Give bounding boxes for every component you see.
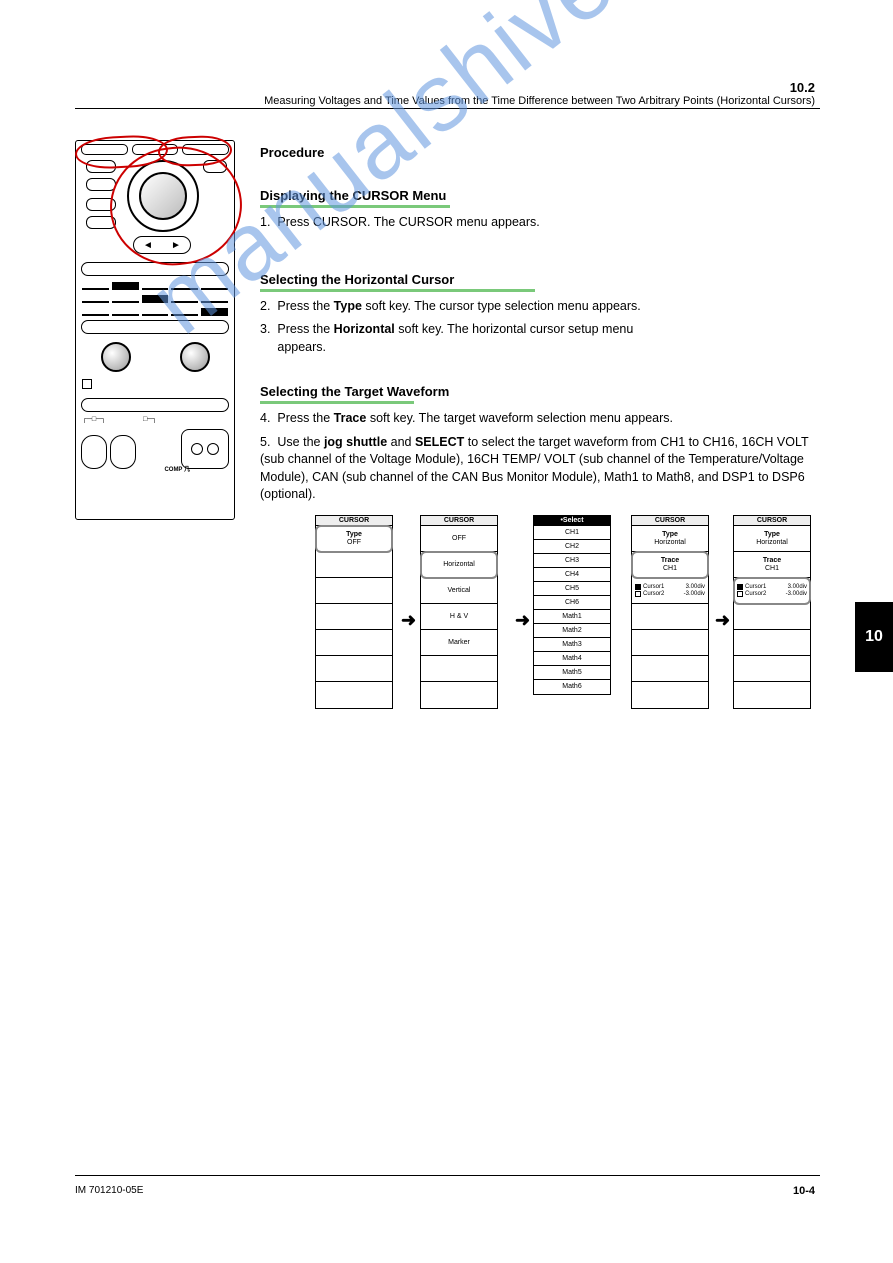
top-rule (75, 108, 820, 109)
menu-col-3: •Select CH1 CH2 CH3 CH4 CH5 CH6 Math1 Ma… (533, 515, 611, 695)
green-rule (260, 289, 535, 292)
arrow-right-icon: ➜ (401, 610, 416, 631)
step2-heading: Selecting the Horizontal Cursor (260, 272, 816, 287)
menu-col-5: CURSOR TypeHorizontal TraceCH1 Cursor13.… (733, 515, 811, 709)
green-rule (260, 205, 450, 208)
green-rule (260, 401, 414, 404)
menu-flow-figure: CURSOR TypeOFF ➜ CURSOR OFF Horizontal V… (315, 515, 810, 725)
chapter-side-tab: 10 (855, 602, 893, 672)
menu-col-4: CURSOR TypeHorizontal TraceCH1 Cursor13.… (631, 515, 709, 709)
page-number: 10-4 (793, 1185, 815, 1197)
page-root: 10.2 Measuring Voltages and Time Values … (0, 0, 893, 1263)
section-number: 10.2 (790, 80, 815, 95)
section-title: Measuring Voltages and Time Values from … (264, 95, 815, 107)
menu-col-2: CURSOR OFF Horizontal Vertical H & V Mar… (420, 515, 498, 709)
content-column: Procedure Displaying the CURSOR Menu 1. … (260, 145, 816, 532)
device-panel-illustration: ◄► ┌─□─┐ □─┐ COMP 几 (75, 140, 235, 520)
step2-text: 2. Press the Type soft key. The cursor t… (260, 298, 816, 357)
step1-text: 1. Press CURSOR. The CURSOR menu appears… (260, 214, 816, 232)
procedure-label: Procedure (260, 145, 816, 160)
menu-col-1: CURSOR TypeOFF (315, 515, 393, 709)
arrow-right-icon: ➜ (715, 610, 730, 631)
step3-text: 4. Press the Trace soft key. The target … (260, 410, 816, 504)
manual-number: IM 701210-05E (75, 1185, 143, 1196)
step1-heading: Displaying the CURSOR Menu (260, 188, 816, 203)
bottom-rule (75, 1175, 820, 1176)
step3-heading: Selecting the Target Waveform (260, 384, 816, 399)
arrow-right-icon: ➜ (515, 610, 530, 631)
